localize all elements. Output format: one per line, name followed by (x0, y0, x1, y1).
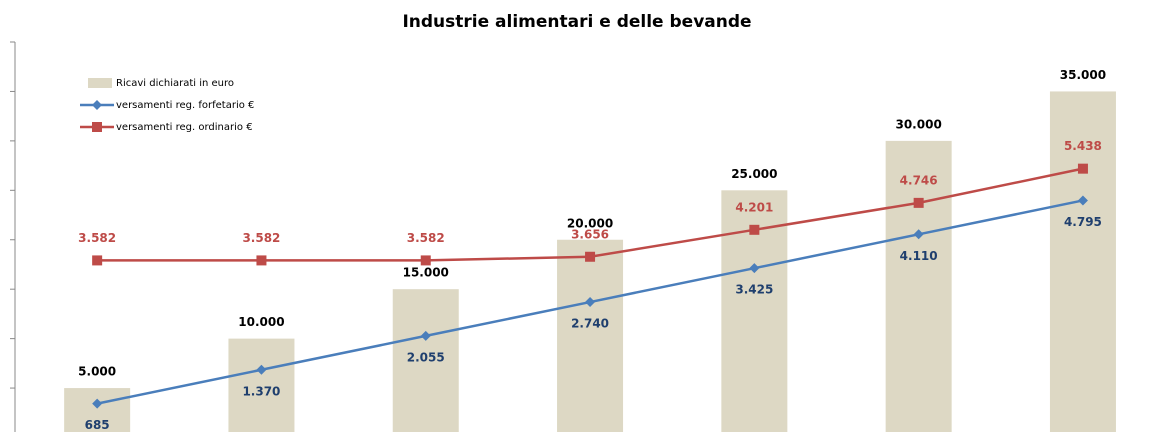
line-value-label: 3.582 (242, 231, 280, 245)
line-value-label: 3.656 (571, 227, 609, 241)
line-value-label: 1.370 (242, 384, 280, 398)
line-value-label: 4.795 (1064, 215, 1102, 229)
marker (585, 251, 596, 262)
bar-value-label: 10.000 (238, 315, 284, 329)
marker (913, 197, 924, 208)
marker (585, 297, 596, 308)
bar-value-label: 5.000 (78, 365, 116, 379)
line-value-label: 3.582 (407, 231, 445, 245)
line-value-label: 4.746 (900, 173, 938, 187)
legend-label: Ricavi dichiarati in euro (116, 78, 234, 89)
marker (913, 229, 924, 240)
marker (749, 224, 760, 235)
bar (64, 388, 131, 432)
bar-value-label: 25.000 (731, 167, 777, 181)
bar-value-label: 15.000 (403, 266, 449, 280)
chart-title: Industrie alimentari e delle bevande (402, 12, 751, 32)
line-value-label: 5.438 (1064, 139, 1102, 153)
bar (557, 239, 624, 432)
marker (420, 330, 431, 341)
bar-value-label: 30.000 (895, 117, 941, 131)
line-value-label: 685 (85, 418, 110, 432)
line-value-label: 2.740 (571, 317, 609, 331)
legend-label: versamenti reg. forfetario € (116, 100, 254, 111)
marker (92, 398, 103, 409)
marker (256, 364, 267, 375)
bar (885, 140, 952, 432)
legend-marker (92, 122, 102, 132)
marker (92, 255, 103, 266)
marker (1077, 163, 1088, 174)
legend-marker (92, 100, 102, 110)
marker (256, 255, 267, 266)
bar (228, 338, 295, 432)
bar (1049, 91, 1116, 432)
legend-label: versamenti reg. ordinario € (116, 122, 253, 133)
marker (1077, 195, 1088, 206)
line-value-label: 4.201 (735, 200, 773, 214)
line-value-label: 2.055 (407, 350, 445, 364)
bar (392, 289, 459, 432)
marker (420, 255, 431, 266)
bar-value-label: 20.000 (567, 216, 613, 230)
bar-value-label: 35.000 (1060, 68, 1106, 82)
line-value-label: 3.582 (78, 231, 116, 245)
marker (749, 263, 760, 274)
line-value-label: 4.110 (900, 249, 938, 263)
legend-swatch (88, 78, 112, 88)
line-value-label: 3.425 (735, 283, 773, 297)
